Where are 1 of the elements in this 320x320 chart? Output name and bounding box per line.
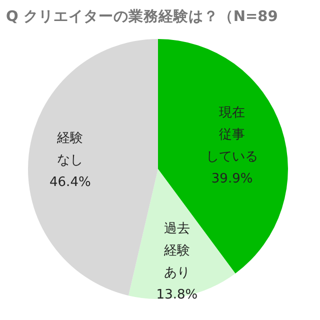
title: Q クリエイターの業務経験は？（N=89 — [6, 9, 278, 25]
